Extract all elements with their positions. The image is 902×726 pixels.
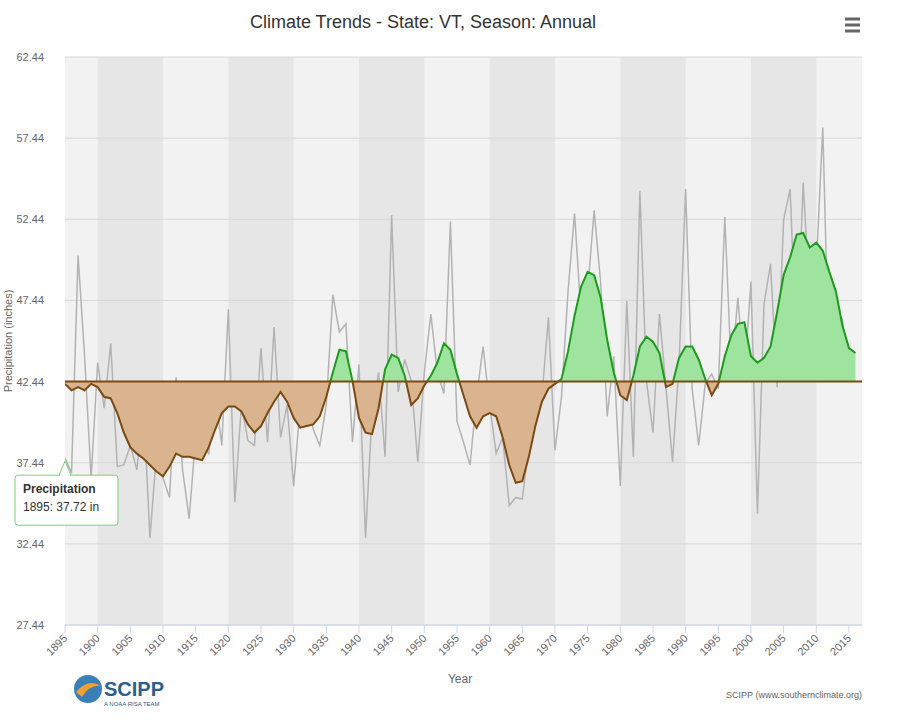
x-tick — [228, 625, 229, 633]
x-axis-title: Year — [448, 672, 472, 686]
grid-line — [65, 219, 862, 220]
x-tick-label: 1935 — [305, 632, 331, 658]
x-tick — [65, 625, 66, 633]
x-tick-label: 1970 — [534, 632, 560, 658]
y-axis-title: Precipitation (inches) — [2, 290, 14, 393]
credits: SCIPP (www.southernclimate.org) — [726, 690, 862, 700]
x-tick — [97, 625, 98, 633]
grid-line — [65, 462, 862, 463]
y-tick-label: 52.44 — [16, 213, 44, 225]
x-tick — [587, 625, 588, 633]
x-axis-line — [65, 625, 862, 626]
x-tick — [620, 625, 621, 633]
x-tick — [848, 625, 849, 633]
x-tick — [489, 625, 490, 633]
x-tick — [783, 625, 784, 633]
x-tick-label: 1895 — [44, 632, 70, 658]
x-tick-label: 1980 — [599, 632, 625, 658]
x-tick — [816, 625, 817, 633]
x-tick — [358, 625, 359, 633]
tooltip-box — [15, 475, 118, 525]
x-tick-label: 1945 — [370, 632, 396, 658]
x-tick — [293, 625, 294, 633]
area-below-group — [65, 382, 855, 483]
x-tick — [391, 625, 392, 633]
x-tick-label: 1955 — [436, 632, 462, 658]
logo-text: SCIPP — [104, 678, 164, 700]
x-tick-label: 1915 — [174, 632, 200, 658]
x-tick — [130, 625, 131, 633]
y-tick-label: 32.44 — [16, 538, 44, 550]
x-tick-label: 1960 — [468, 632, 494, 658]
x-tick — [685, 625, 686, 633]
x-tick — [424, 625, 425, 633]
grid-line — [65, 381, 862, 382]
x-tick-label: 1995 — [697, 632, 723, 658]
logo-subtitle: A NOAA RISA TEAM — [104, 701, 160, 707]
x-tick-label: 1905 — [109, 632, 135, 658]
x-tick — [554, 625, 555, 633]
grid-line — [65, 57, 862, 58]
area-below — [65, 382, 855, 483]
x-tick — [750, 625, 751, 633]
y-tick-label: 62.44 — [16, 51, 44, 63]
x-tick-label: 2015 — [828, 632, 854, 658]
x-tick-label: 1930 — [272, 632, 298, 658]
x-tick — [718, 625, 719, 633]
plot-band — [359, 57, 424, 625]
grid-line — [65, 543, 862, 544]
plot-band — [98, 57, 163, 625]
y-tick-label: 42.44 — [16, 376, 44, 388]
x-tick-label: 1965 — [501, 632, 527, 658]
title: Climate Trends - State: VT, Season: Annu… — [250, 12, 596, 32]
tooltip-pointer — [59, 461, 71, 475]
y-tick-label: 47.44 — [16, 294, 44, 306]
tooltip-text: 1895: 37.72 in — [23, 500, 99, 514]
x-tick-label: 1985 — [632, 632, 658, 658]
x-tick-label: 1990 — [664, 632, 690, 658]
x-tick — [522, 625, 523, 633]
x-tick-label: 2005 — [762, 632, 788, 658]
grid-line — [65, 300, 862, 301]
area-above-group — [65, 233, 855, 382]
logo-icon-swoosh — [76, 683, 101, 697]
grid-line — [65, 138, 862, 139]
x-tick — [456, 625, 457, 633]
x-tick-label: 1925 — [240, 632, 266, 658]
x-tick-label: 1950 — [403, 632, 429, 658]
smoothed-line-below — [65, 382, 855, 483]
x-tick-label: 1940 — [338, 632, 364, 658]
tooltip-title: Precipitation — [23, 482, 96, 496]
x-tick — [260, 625, 261, 633]
x-tick — [326, 625, 327, 633]
y-tick-label: 57.44 — [16, 132, 44, 144]
chart: 27.44 32.44 37.44 42.44 47.44 52.44 57.44 62.44… — [0, 0, 902, 726]
x-tick — [162, 625, 163, 633]
menu-icon-bar[interactable] — [845, 30, 860, 33]
tooltip-joint — [60, 474, 70, 477]
menu-icon-bar[interactable] — [845, 24, 860, 27]
plot-band — [228, 57, 293, 625]
logo-icon — [74, 675, 102, 703]
x-tick-label: 1900 — [76, 632, 102, 658]
baseline — [65, 381, 862, 383]
x-tick-label: 2010 — [795, 632, 821, 658]
x-tick — [195, 625, 196, 633]
x-tick — [652, 625, 653, 633]
precipitation-line — [65, 127, 849, 538]
plot-data — [65, 127, 862, 538]
grid-line — [65, 625, 862, 626]
x-tick-label: 1920 — [207, 632, 233, 658]
y-tick-label: 27.44 — [16, 619, 44, 631]
plot-band — [490, 57, 555, 625]
y-tick-label: 37.44 — [16, 457, 44, 469]
x-tick-label: 1910 — [142, 632, 168, 658]
area-above — [65, 233, 855, 382]
x-tick-label: 1975 — [566, 632, 592, 658]
smoothed-line-above — [65, 233, 855, 382]
plot-background — [65, 57, 862, 625]
x-tick-label: 2000 — [730, 632, 756, 658]
menu-icon-bar[interactable] — [845, 18, 860, 21]
